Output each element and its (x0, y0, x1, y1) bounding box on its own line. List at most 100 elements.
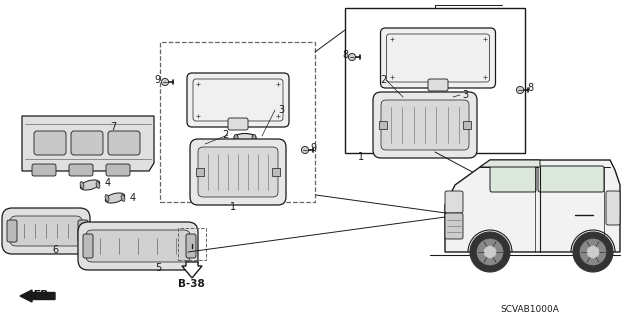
FancyBboxPatch shape (538, 166, 604, 192)
Bar (345, 8, 525, 153)
Ellipse shape (121, 195, 125, 201)
FancyBboxPatch shape (490, 166, 536, 192)
Circle shape (484, 246, 496, 258)
FancyArrow shape (20, 290, 55, 302)
Circle shape (573, 232, 613, 272)
FancyBboxPatch shape (428, 79, 448, 91)
FancyBboxPatch shape (381, 100, 469, 150)
Text: 9: 9 (154, 75, 160, 85)
Text: 3: 3 (278, 105, 284, 115)
Circle shape (477, 239, 503, 265)
FancyBboxPatch shape (10, 216, 82, 246)
Circle shape (40, 138, 50, 148)
FancyBboxPatch shape (606, 191, 620, 225)
Circle shape (222, 102, 228, 108)
Circle shape (415, 49, 422, 57)
Circle shape (580, 239, 606, 265)
Ellipse shape (252, 135, 256, 142)
FancyBboxPatch shape (83, 234, 93, 258)
Circle shape (258, 102, 264, 108)
Circle shape (481, 35, 488, 42)
FancyBboxPatch shape (78, 222, 198, 270)
Text: 7: 7 (110, 122, 116, 132)
Text: 6: 6 (52, 245, 58, 255)
Circle shape (388, 73, 395, 80)
FancyBboxPatch shape (32, 164, 56, 176)
Polygon shape (22, 116, 154, 171)
Text: 5: 5 (155, 263, 161, 273)
Text: 3: 3 (462, 90, 468, 100)
Text: B-38: B-38 (178, 279, 205, 289)
Bar (160, 42, 315, 202)
Text: 1: 1 (358, 152, 364, 162)
Ellipse shape (105, 193, 125, 203)
Circle shape (481, 73, 488, 80)
Circle shape (388, 35, 395, 42)
Circle shape (301, 146, 308, 154)
Bar (379, 121, 387, 129)
Circle shape (203, 91, 211, 99)
FancyBboxPatch shape (187, 73, 289, 127)
FancyBboxPatch shape (198, 147, 278, 197)
Text: 1: 1 (230, 202, 236, 212)
FancyBboxPatch shape (445, 213, 463, 239)
Text: 2: 2 (222, 130, 228, 140)
FancyBboxPatch shape (445, 191, 463, 213)
Circle shape (397, 60, 403, 66)
Ellipse shape (80, 182, 84, 189)
Text: 2: 2 (380, 75, 387, 85)
Text: 8: 8 (527, 83, 533, 93)
Circle shape (77, 138, 87, 148)
Ellipse shape (234, 133, 256, 143)
Circle shape (275, 80, 282, 87)
Circle shape (587, 246, 599, 258)
Bar (196, 168, 204, 176)
Circle shape (470, 232, 510, 272)
Circle shape (557, 162, 563, 168)
Circle shape (433, 49, 440, 57)
FancyBboxPatch shape (86, 230, 190, 262)
FancyBboxPatch shape (228, 118, 248, 130)
Circle shape (50, 138, 60, 148)
Circle shape (275, 113, 282, 120)
Circle shape (257, 91, 265, 99)
Bar (272, 168, 280, 176)
FancyBboxPatch shape (190, 139, 286, 205)
FancyBboxPatch shape (7, 220, 17, 242)
Circle shape (161, 78, 168, 85)
FancyBboxPatch shape (78, 220, 88, 242)
Text: 4: 4 (130, 193, 136, 203)
Circle shape (204, 102, 210, 108)
Ellipse shape (80, 180, 100, 190)
Bar (463, 121, 471, 129)
Circle shape (348, 53, 356, 61)
Circle shape (195, 113, 202, 120)
Circle shape (433, 60, 440, 66)
Text: 4: 4 (105, 178, 111, 188)
Circle shape (188, 240, 196, 248)
Text: 8: 8 (342, 50, 348, 60)
FancyBboxPatch shape (106, 164, 130, 176)
FancyBboxPatch shape (108, 131, 140, 155)
Circle shape (221, 91, 229, 99)
FancyBboxPatch shape (71, 131, 103, 155)
FancyBboxPatch shape (69, 164, 93, 176)
Text: SCVAB1000A: SCVAB1000A (500, 305, 559, 314)
Circle shape (195, 80, 202, 87)
FancyBboxPatch shape (373, 92, 477, 158)
Polygon shape (182, 262, 202, 278)
Polygon shape (480, 160, 540, 167)
Ellipse shape (427, 93, 449, 102)
Circle shape (114, 138, 124, 148)
Bar (178, 228, 206, 260)
Circle shape (240, 102, 246, 108)
Circle shape (415, 60, 422, 66)
FancyBboxPatch shape (186, 234, 196, 258)
Ellipse shape (96, 182, 100, 189)
FancyBboxPatch shape (34, 131, 66, 155)
FancyBboxPatch shape (381, 28, 495, 88)
Circle shape (124, 138, 134, 148)
Ellipse shape (427, 94, 431, 101)
Ellipse shape (225, 166, 250, 178)
Circle shape (87, 138, 97, 148)
